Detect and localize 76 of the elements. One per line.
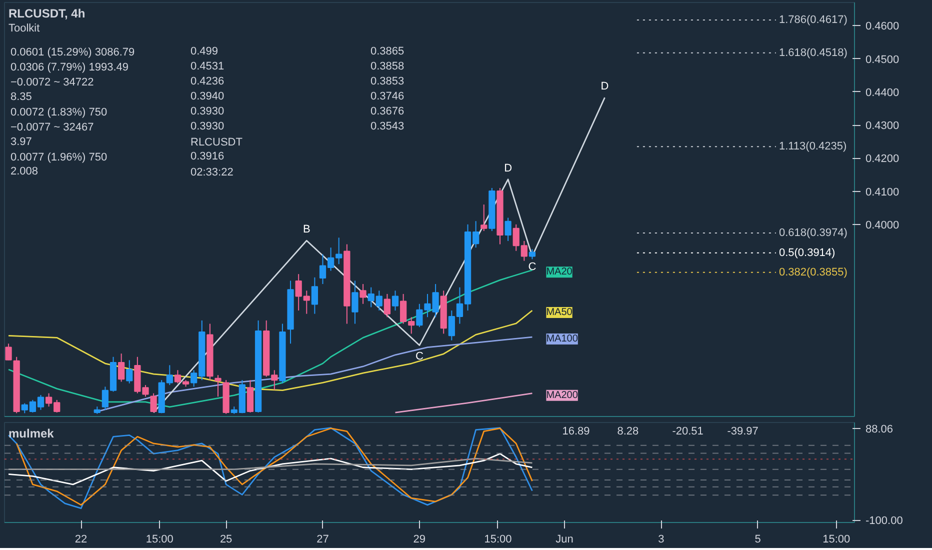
ref-line-label: 1.113(0.4235) — [778, 140, 847, 153]
annotation: 0.3543 — [370, 120, 404, 132]
annotation: 8.28 — [617, 426, 639, 438]
x-tick-label: 25 — [220, 534, 232, 546]
candlestick — [504, 217, 512, 242]
annotation: −0.0077 ~ 32467 3.97 — [10, 122, 94, 148]
annotation: 0.499 — [190, 46, 218, 58]
annotation: 0.3746 — [370, 90, 404, 102]
annotation: 0.3865 — [370, 46, 404, 58]
annotation: 0.3916 — [190, 150, 224, 162]
annotation: C — [415, 350, 424, 362]
x-tick-label: 5 — [754, 534, 761, 546]
annotation: 0.3930 — [190, 106, 224, 118]
candlestick — [360, 284, 366, 304]
y-tick-label: -100.00 — [866, 515, 903, 528]
candlestick — [352, 280, 358, 324]
candlestick — [214, 374, 222, 398]
annotation: 16.89 — [562, 426, 590, 438]
ref-line-label: 0.618(0.3974) — [778, 227, 848, 240]
candlestick — [126, 360, 133, 384]
x-tick-label: 15:00 — [822, 534, 850, 546]
series-label: MA100 — [546, 334, 578, 345]
y-tick-label: 0.4500 — [866, 54, 900, 66]
candlestick — [118, 353, 125, 382]
ref-line-label: 1.786(0.4617) — [778, 14, 848, 26]
annotation: 0.3930 — [190, 120, 224, 132]
y-tick-label: 0.4400 — [866, 86, 900, 99]
candlestick — [384, 293, 391, 318]
x-tick-label: 22 — [74, 534, 88, 546]
ref-line-label: 0.5(0.3914) — [778, 246, 836, 259]
annotation: 0.3940 — [190, 90, 224, 102]
annotation: 02:33:22 — [190, 166, 234, 178]
candlestick — [480, 204, 488, 232]
annotation: D — [600, 80, 609, 93]
candlestick — [311, 276, 318, 314]
x-tick-label: Jun — [556, 534, 574, 546]
x-tick-label: 15:00 — [484, 534, 512, 546]
y-tick-label: 0.4600 — [866, 20, 900, 33]
annotation: 0.0072 (1.83%) 750 — [10, 106, 108, 118]
y-tick-label: 0.4300 — [866, 120, 900, 132]
y-tick-label: 0.4000 — [866, 219, 900, 232]
annotation: 0.4236 — [190, 76, 224, 88]
annotation: 0.0601 (15.29%) 3086.79 — [10, 46, 135, 58]
candlestick — [246, 380, 254, 414]
candlestick — [528, 248, 536, 260]
annotation: RLCUSDT — [190, 136, 243, 148]
annotation: D — [504, 162, 512, 174]
annotation: 0.3676 — [370, 106, 404, 118]
ref-line-label: 1.618(0.4518) — [778, 46, 848, 59]
annotation: 0.3853 — [370, 76, 404, 88]
y-tick-label: 0.4200 — [866, 153, 900, 166]
x-tick-label: 3 — [658, 534, 664, 546]
annotation: -20.51 — [672, 426, 704, 438]
annotation: −0.0072 ~ 34722 8.35 — [10, 76, 94, 103]
candlestick — [392, 290, 399, 312]
annotation: 2.008 — [10, 166, 38, 178]
annotation: -39.97 — [727, 426, 758, 438]
series-label: MA200 — [546, 390, 578, 401]
x-tick-label: 27 — [316, 534, 329, 546]
x-tick-label: 15:00 — [146, 534, 174, 546]
annotation: 0.3858 — [370, 60, 404, 72]
y-tick-label: 0.4100 — [866, 186, 900, 198]
annotation: 0.0077 (1.96%) 750 — [10, 152, 108, 164]
annotation: C — [528, 261, 536, 274]
annotation: 0.4531 — [190, 60, 224, 72]
candlestick — [150, 392, 157, 414]
series-label: MA50 — [546, 307, 573, 318]
series-label: MA20 — [546, 266, 573, 278]
y-tick-label: 88.06 — [866, 423, 894, 436]
text: Toolkit — [8, 22, 40, 34]
annotation: 0.0306 (7.79%) 1993.49 — [10, 62, 129, 74]
ref-line-label: 0.382(0.3855) — [778, 266, 848, 278]
chart-title: mulmek — [8, 426, 54, 440]
annotation: B — [302, 224, 310, 236]
chart-title: RLCUSDT, 4h — [8, 6, 86, 20]
x-tick-label: 29 — [413, 534, 426, 546]
